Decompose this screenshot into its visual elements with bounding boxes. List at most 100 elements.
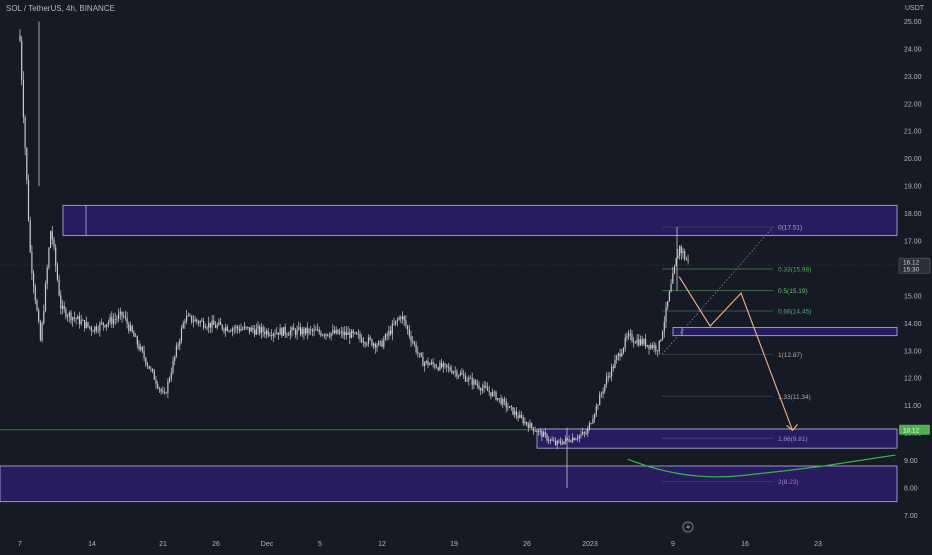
candle-body bbox=[444, 363, 446, 365]
candle-body bbox=[242, 328, 244, 330]
candle-body bbox=[687, 260, 689, 262]
candle-body bbox=[146, 364, 149, 367]
y-tick-label: 13.00 bbox=[904, 348, 922, 355]
candle-body bbox=[67, 316, 69, 318]
candle-body bbox=[133, 331, 135, 337]
y-tick-label: 24.00 bbox=[904, 46, 922, 53]
candle-body bbox=[624, 337, 626, 348]
candle-body bbox=[539, 430, 541, 432]
fib-label: 0.5(15.19) bbox=[778, 288, 808, 295]
candle-body bbox=[315, 329, 317, 331]
candle-body bbox=[429, 363, 431, 366]
candle-body bbox=[473, 380, 475, 385]
candle-body bbox=[170, 372, 172, 379]
candle-body bbox=[301, 328, 303, 335]
candle-body bbox=[645, 339, 647, 347]
candle-body bbox=[672, 273, 674, 284]
candle-body bbox=[298, 327, 300, 330]
candle-body bbox=[116, 318, 118, 320]
candle-body bbox=[546, 434, 548, 441]
candle-body bbox=[262, 327, 264, 332]
candle-body bbox=[582, 432, 584, 435]
candle-body bbox=[39, 321, 41, 341]
candle-body bbox=[478, 385, 480, 389]
candle-body bbox=[646, 344, 648, 347]
candle-body bbox=[225, 326, 227, 331]
candle-body bbox=[344, 331, 346, 336]
drawings bbox=[627, 276, 896, 478]
candle-body bbox=[240, 329, 242, 331]
y-tick-label: 11.00 bbox=[904, 403, 921, 410]
candle-body bbox=[575, 438, 577, 441]
candle-body bbox=[509, 406, 511, 408]
candle-body bbox=[398, 317, 400, 320]
candle-body bbox=[597, 405, 599, 406]
y-tick-label: 18.00 bbox=[904, 211, 922, 218]
candle-body bbox=[269, 335, 271, 337]
candle-body bbox=[449, 367, 451, 371]
candle-body bbox=[558, 440, 560, 442]
candle-body bbox=[107, 322, 109, 325]
candle-body bbox=[643, 339, 645, 345]
candle-body bbox=[199, 321, 201, 324]
candle-body bbox=[112, 319, 115, 324]
candle-body bbox=[140, 346, 142, 350]
candle-body bbox=[388, 330, 390, 336]
candle-body bbox=[614, 360, 616, 368]
candle-body bbox=[55, 247, 57, 266]
x-tick-label: 14 bbox=[88, 541, 96, 548]
candle-body bbox=[252, 327, 254, 331]
candle-body bbox=[46, 267, 48, 284]
candle-body bbox=[327, 334, 329, 336]
candle-body bbox=[248, 327, 251, 332]
candle-body bbox=[56, 265, 58, 280]
lightning-icon[interactable] bbox=[682, 521, 694, 533]
candle-body bbox=[250, 327, 252, 332]
candle-body bbox=[119, 311, 121, 315]
candle-body bbox=[463, 374, 465, 376]
candle-body bbox=[337, 329, 339, 334]
candle-body bbox=[386, 334, 388, 336]
candle-body bbox=[169, 378, 171, 382]
y-tick-label: 23.00 bbox=[904, 74, 922, 81]
candle-body bbox=[272, 333, 274, 337]
candle-body bbox=[588, 423, 591, 429]
candle-body bbox=[568, 439, 570, 442]
y-tick-label: 20.00 bbox=[904, 156, 922, 163]
candle-body bbox=[310, 329, 312, 331]
candle-body bbox=[352, 330, 354, 334]
fib-retracement: 0(17.51) 0.33(15.98) 0.5(15.19) 0.66(14.45)… bbox=[661, 225, 811, 486]
candle-body bbox=[410, 335, 412, 342]
candle-body bbox=[201, 320, 203, 322]
candle-body bbox=[267, 330, 269, 336]
candle-body bbox=[206, 327, 208, 329]
candle-body bbox=[677, 255, 679, 259]
candle-body bbox=[384, 334, 387, 340]
candle-body bbox=[379, 341, 381, 342]
candle-body bbox=[573, 437, 575, 441]
candle-body bbox=[396, 319, 398, 321]
candle-body bbox=[291, 327, 293, 331]
candle-body bbox=[403, 316, 405, 321]
candle-body bbox=[153, 371, 155, 380]
y-tick-label: 9.00 bbox=[904, 458, 918, 465]
candle-body bbox=[128, 323, 130, 331]
candle-body bbox=[175, 346, 177, 357]
candle-body bbox=[89, 326, 91, 328]
candle-body bbox=[350, 330, 353, 338]
x-tick-label: 2023 bbox=[582, 541, 598, 548]
candle-body bbox=[592, 419, 594, 424]
candle-body bbox=[430, 362, 432, 364]
candle-body bbox=[203, 320, 205, 328]
candle-body bbox=[673, 266, 676, 274]
candle-body bbox=[621, 352, 623, 357]
candle-body bbox=[94, 326, 96, 332]
candle-body bbox=[238, 328, 240, 331]
candle-body bbox=[510, 406, 512, 408]
candle-body bbox=[340, 331, 342, 333]
candle-body bbox=[160, 389, 162, 392]
zones bbox=[0, 204, 898, 503]
